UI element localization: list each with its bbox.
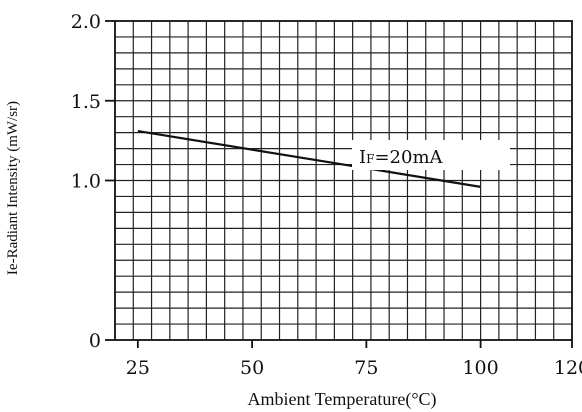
legend-annotation: IF=20mA xyxy=(352,140,510,170)
y-axis-title: Ie-Radiant Intensity (mW/sr) xyxy=(5,101,21,275)
x-tick-label: 100 xyxy=(462,357,498,379)
x-tick-label: 75 xyxy=(354,357,378,379)
x-tick-label: 120 xyxy=(554,357,582,379)
y-tick-label: 0 xyxy=(89,330,101,352)
x-tick-label: 50 xyxy=(240,357,264,379)
x-axis-title: Ambient Temperature(°C) xyxy=(247,389,436,410)
grid xyxy=(115,21,572,340)
annotation-main: I xyxy=(359,147,366,168)
y-tick-label: 1.5 xyxy=(71,91,101,113)
y-tick-label: 1.0 xyxy=(71,171,101,193)
annotation-value: =20mA xyxy=(374,147,443,168)
y-tick-label: 2.0 xyxy=(71,11,101,33)
x-tick-label: 25 xyxy=(126,357,150,379)
annotation-subscript: F xyxy=(366,152,374,166)
